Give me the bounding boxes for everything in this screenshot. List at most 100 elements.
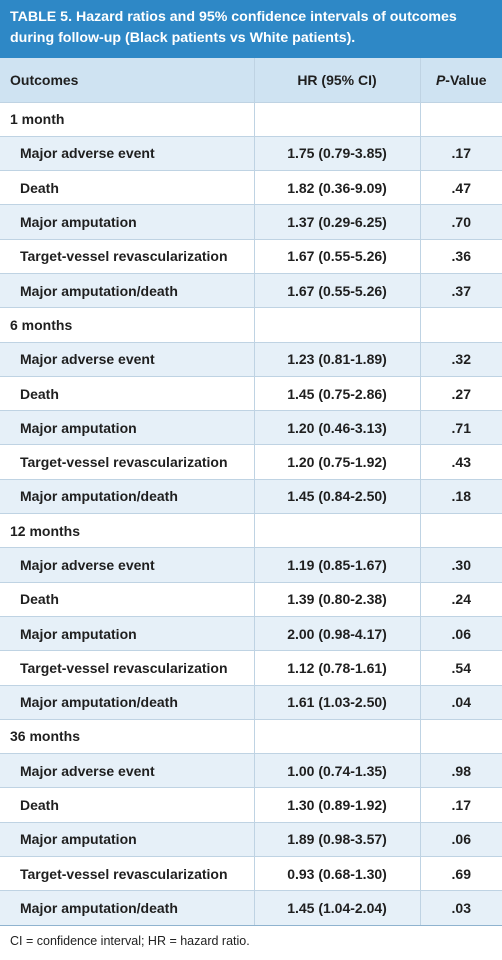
p-value: .70: [419, 204, 502, 240]
outcome-label: Major amputation/death: [0, 890, 254, 926]
hr-value: 1.61 (1.03-2.50): [253, 684, 420, 720]
hr-value: 1.39 (0.80-2.38): [253, 581, 420, 617]
p-value: .69: [419, 856, 502, 891]
outcome-label: Major adverse event: [0, 547, 254, 583]
p-value: .30: [419, 547, 502, 583]
table-row: Major adverse event 1.75 (0.79-3.85) .17: [0, 135, 502, 171]
hr-value: 1.89 (0.98-3.57): [253, 821, 420, 857]
outcome-label: Death: [0, 581, 254, 617]
hr-value: 2.00 (0.98-4.17): [253, 615, 420, 651]
outcome-label: Major amputation/death: [0, 478, 254, 514]
hr-value: 1.12 (0.78-1.61): [253, 650, 420, 686]
table-row: Target-vessel revascularization 1.12 (0.7…: [0, 650, 502, 686]
group-label: 6 months: [0, 307, 254, 343]
hr-value: 1.45 (0.84-2.50): [253, 478, 420, 514]
table-row: Major amputation/death 1.67 (0.55-5.26) .3…: [0, 272, 502, 308]
p-value: .24: [419, 581, 502, 617]
group-label: 1 month: [0, 101, 254, 137]
outcome-label: Target-vessel revascularization: [0, 650, 254, 686]
table-row: Death 1.82 (0.36-9.09) .47: [0, 170, 502, 205]
p-value: .04: [419, 684, 502, 720]
table-group-row: 12 months: [0, 513, 502, 548]
hr-value: [253, 307, 420, 343]
outcome-label: Major amputation: [0, 821, 254, 857]
p-value: [419, 513, 502, 548]
column-header-p-value: P-Value: [419, 58, 502, 102]
outcome-label: Major amputation/death: [0, 684, 254, 720]
outcome-label: Target-vessel revascularization: [0, 856, 254, 891]
outcome-label: Major adverse event: [0, 341, 254, 377]
table-header-row: Outcomes HR (95% CI) P-Value: [0, 58, 502, 102]
p-value: .47: [419, 170, 502, 205]
table-body: 1 month Major adverse event 1.75 (0.79-3.8…: [0, 101, 502, 926]
p-value: .32: [419, 341, 502, 377]
p-value: .27: [419, 375, 502, 411]
p-value: .36: [419, 238, 502, 274]
p-value: .43: [419, 444, 502, 480]
p-letter: P: [435, 71, 446, 88]
hr-value: [253, 101, 420, 137]
table-row: Death 1.45 (0.75-2.86) .27: [0, 375, 502, 411]
p-value: .37: [419, 272, 502, 308]
outcome-label: Major adverse event: [0, 135, 254, 171]
table-row: Major amputation/death 1.61 (1.03-2.50) .0…: [0, 684, 502, 720]
table-row: Major adverse event 1.00 (0.74-1.35) .98: [0, 753, 502, 788]
table-row: Major amputation 1.89 (0.98-3.57) .06: [0, 821, 502, 857]
p-value: .06: [419, 821, 502, 857]
outcome-label: Major amputation/death: [0, 272, 254, 308]
hr-value: 1.67 (0.55-5.26): [253, 238, 420, 274]
hr-value: 1.20 (0.75-1.92): [253, 444, 420, 480]
column-header-hr: HR (95% CI): [253, 58, 420, 102]
outcome-label: Death: [0, 375, 254, 411]
hr-value: 1.75 (0.79-3.85): [253, 135, 420, 171]
table-row: Death 1.30 (0.89-1.92) .17: [0, 787, 502, 823]
table-row: Death 1.39 (0.80-2.38) .24: [0, 581, 502, 617]
hr-value: 1.37 (0.29-6.25): [253, 204, 420, 240]
table-row: Target-vessel revascularization 0.93 (0.6…: [0, 856, 502, 891]
group-label: 12 months: [0, 513, 254, 548]
p-value: .54: [419, 650, 502, 686]
hr-value: 1.23 (0.81-1.89): [253, 341, 420, 377]
p-value: .03: [419, 890, 502, 926]
table-group-row: 1 month: [0, 101, 502, 137]
hr-value: 1.67 (0.55-5.26): [253, 272, 420, 308]
hr-value: 1.30 (0.89-1.92): [253, 787, 420, 823]
outcome-label: Major amputation: [0, 410, 254, 445]
p-value: [419, 307, 502, 343]
hr-value: 1.19 (0.85-1.67): [253, 547, 420, 583]
hr-value: 1.82 (0.36-9.09): [253, 170, 420, 205]
p-value: .06: [419, 615, 502, 651]
table-row: Major amputation 1.37 (0.29-6.25) .70: [0, 204, 502, 240]
group-label: 36 months: [0, 718, 254, 754]
hr-value: [253, 718, 420, 754]
table-title: TABLE 5. Hazard ratios and 95% confidenc…: [0, 0, 502, 58]
table-group-row: 6 months: [0, 307, 502, 343]
table-group-row: 36 months: [0, 718, 502, 754]
hr-value: 1.45 (0.75-2.86): [253, 375, 420, 411]
table-row: Major adverse event 1.23 (0.81-1.89) .32: [0, 341, 502, 377]
p-value: .17: [419, 787, 502, 823]
outcomes-table: Outcomes HR (95% CI) P-Value 1 month Majo…: [0, 58, 502, 926]
p-value: .18: [419, 478, 502, 514]
table-row: Major amputation 1.20 (0.46-3.13) .71: [0, 410, 502, 445]
p-value: .98: [419, 753, 502, 788]
table-row: Major adverse event 1.19 (0.85-1.67) .30: [0, 547, 502, 583]
table-row: Major amputation 2.00 (0.98-4.17) .06: [0, 615, 502, 651]
column-header-outcomes: Outcomes: [10, 71, 79, 88]
hr-value: 1.00 (0.74-1.35): [253, 753, 420, 788]
table-footnote: CI = confidence interval; HR = hazard ra…: [0, 925, 502, 960]
hr-value: 1.20 (0.46-3.13): [253, 410, 420, 445]
outcome-label: Major adverse event: [0, 753, 254, 788]
p-value: .71: [419, 410, 502, 445]
outcome-label: Major amputation: [0, 204, 254, 240]
outcome-label: Target-vessel revascularization: [0, 238, 254, 274]
table-row: Major amputation/death 1.45 (1.04-2.04) .0…: [0, 890, 502, 926]
hr-value: [253, 513, 420, 548]
outcome-label: Target-vessel revascularization: [0, 444, 254, 480]
hr-value: 0.93 (0.68-1.30): [253, 856, 420, 891]
p-value: [419, 101, 502, 137]
table-row: Target-vessel revascularization 1.67 (0.5…: [0, 238, 502, 274]
outcome-label: Major amputation: [0, 615, 254, 651]
outcome-label: Death: [0, 170, 254, 205]
p-value: [419, 718, 502, 754]
